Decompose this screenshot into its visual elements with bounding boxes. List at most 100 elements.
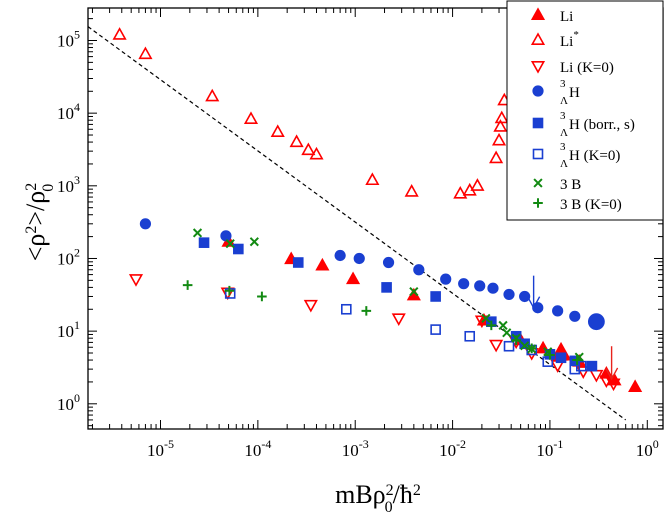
legend-item: Li (K=0) (530, 60, 614, 76)
data-point (481, 313, 491, 323)
legend-label: 3 ΛH (K=0) (560, 141, 620, 170)
data-point (353, 252, 365, 265)
data-point (182, 280, 193, 290)
data-point (576, 366, 591, 379)
x-tick-label: 10-1 (536, 437, 563, 460)
data-point (382, 256, 395, 269)
y-tick-label: 103 (57, 173, 80, 196)
data-point (491, 132, 507, 146)
data-point (487, 282, 499, 294)
data-point (440, 273, 452, 285)
data-point (365, 172, 380, 186)
y-tick-label: 104 (57, 100, 80, 123)
data-point (315, 257, 330, 271)
legend-marker (532, 117, 544, 129)
legend-item: Li (530, 7, 573, 25)
x-tick-label: 10-5 (147, 437, 174, 460)
legend-item: 3 B (K=0) (533, 197, 622, 213)
data-point (292, 257, 304, 268)
series-7 (182, 280, 582, 365)
data-point (494, 110, 509, 124)
legend: Li Li* Li (K=0) 3 ΛH 3 ΛH (borr., s)3 ΛH (K=0) 3… (506, 0, 664, 221)
data-point (502, 328, 512, 338)
data-point (474, 315, 489, 329)
series-1 (112, 27, 512, 199)
legend-marker (533, 198, 543, 208)
data-point (391, 313, 406, 326)
data-point (576, 360, 587, 372)
data-point (409, 286, 419, 297)
data-point (205, 88, 220, 102)
legend-marker (532, 148, 544, 160)
data-point (257, 291, 267, 302)
data-point (413, 264, 425, 276)
data-point (458, 278, 470, 290)
x-tick-label: 10-4 (244, 437, 271, 460)
data-point (489, 339, 504, 353)
data-point (139, 218, 152, 230)
x-axis-label: mBρ2 0/ħ2 (335, 480, 421, 516)
data-point (381, 282, 392, 293)
arrow-annotation (604, 346, 619, 381)
data-point (606, 378, 621, 392)
legend-label: Li (K=0) (560, 60, 614, 76)
data-point (489, 150, 504, 164)
data-point (498, 320, 508, 330)
data-point (233, 243, 244, 255)
legend-item: 3 ΛH (K=0) (532, 141, 620, 170)
series-3 (139, 218, 605, 331)
data-point (526, 343, 537, 354)
data-point (470, 178, 485, 191)
data-point (192, 228, 203, 238)
data-point (303, 299, 318, 313)
data-point-large (587, 313, 605, 331)
legend-label: Li (560, 9, 573, 25)
legend-marker (532, 85, 544, 97)
data-point (569, 310, 581, 322)
data-point (404, 184, 419, 197)
data-point (198, 237, 210, 248)
data-point (464, 330, 476, 342)
data-point (545, 350, 555, 360)
data-point (542, 356, 554, 367)
data-point (289, 134, 304, 148)
arrow-annotation (527, 275, 541, 310)
data-point (249, 237, 259, 247)
data-point (301, 142, 316, 156)
data-point (486, 320, 497, 331)
data-point (361, 306, 372, 316)
data-point (555, 352, 567, 364)
legend-item: 3 B (533, 177, 581, 193)
data-point (334, 249, 346, 262)
data-point (224, 285, 235, 296)
y-axis-label: <ρ2>/ρ20 (21, 183, 57, 262)
y-tick-label: 101 (57, 318, 80, 341)
x-tick-label: 10-3 (342, 437, 369, 460)
legend-marker (530, 32, 546, 46)
data-points (112, 27, 643, 393)
data-point (220, 230, 232, 242)
data-point (511, 335, 521, 346)
legend-marker (533, 178, 543, 188)
series-2 (128, 274, 621, 392)
legend-label: 3 B (K=0) (560, 197, 622, 213)
x-tick-label: 10-2 (439, 437, 466, 460)
data-point (572, 355, 582, 365)
data-point (345, 271, 361, 285)
legend-item: Li* (530, 29, 579, 50)
data-point (503, 288, 515, 301)
data-point (225, 239, 235, 249)
arrow-annotations (527, 275, 619, 381)
data-point (586, 360, 598, 372)
legend-label: 3 ΛH (560, 78, 580, 107)
data-point (270, 124, 285, 138)
data-point (243, 111, 259, 125)
legend-marker (530, 7, 546, 21)
y-tick-label: 105 (57, 27, 80, 50)
data-point (493, 119, 508, 132)
data-point (503, 340, 515, 352)
series-5 (224, 288, 587, 375)
data-point (430, 324, 441, 335)
data-point (430, 291, 441, 302)
